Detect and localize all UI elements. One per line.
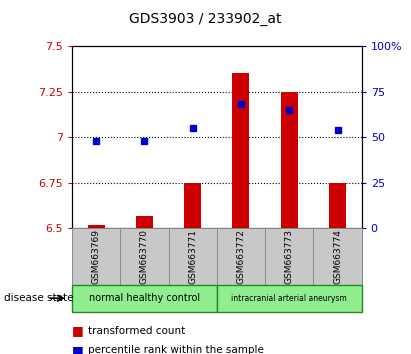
Text: GDS3903 / 233902_at: GDS3903 / 233902_at (129, 12, 282, 27)
Text: GSM663773: GSM663773 (285, 229, 294, 284)
Text: GSM663770: GSM663770 (140, 229, 149, 284)
Text: normal healthy control: normal healthy control (89, 293, 200, 303)
Bar (329, 183, 346, 228)
Text: intracranial arterial aneurysm: intracranial arterial aneurysm (231, 294, 347, 303)
Bar (233, 73, 249, 228)
Text: GSM663769: GSM663769 (92, 229, 101, 284)
Bar (314, 228, 362, 285)
Bar (184, 183, 201, 228)
Text: transformed count: transformed count (88, 326, 186, 336)
Text: ■: ■ (72, 344, 84, 354)
Text: GSM663772: GSM663772 (236, 229, 245, 284)
Text: percentile rank within the sample: percentile rank within the sample (88, 346, 264, 354)
Bar (72, 285, 217, 312)
Bar (265, 228, 314, 285)
Bar (217, 285, 362, 312)
Text: GSM663774: GSM663774 (333, 229, 342, 284)
Bar (281, 92, 298, 228)
Bar (120, 228, 169, 285)
Text: GSM663771: GSM663771 (188, 229, 197, 284)
Bar (217, 228, 265, 285)
Text: disease state: disease state (4, 293, 74, 303)
Bar (88, 225, 104, 228)
Bar (136, 216, 153, 228)
Bar (72, 228, 120, 285)
Text: ■: ■ (72, 325, 84, 337)
Bar (169, 228, 217, 285)
